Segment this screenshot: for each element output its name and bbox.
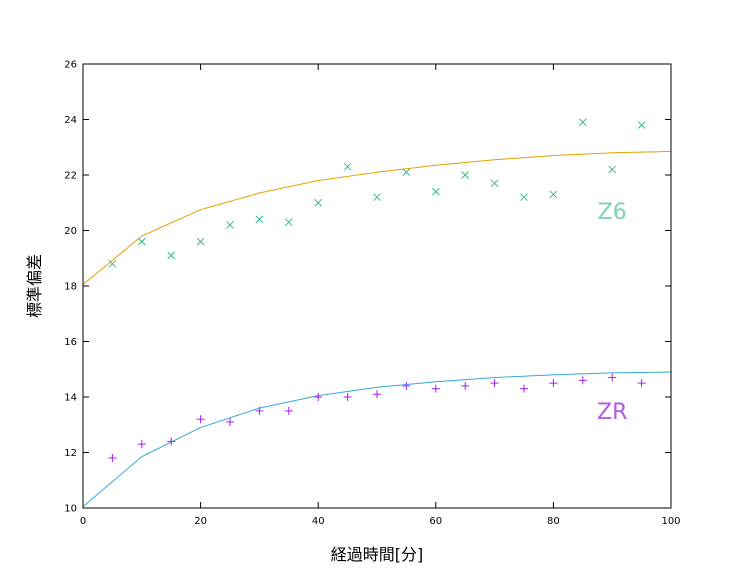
- marker-stroke: [431, 187, 440, 196]
- data-point-z6: [431, 187, 440, 196]
- data-point-zr: [255, 406, 264, 415]
- data-point-zr: [578, 376, 587, 385]
- data-point-z6: [637, 121, 646, 129]
- data-point-zr: [137, 440, 146, 449]
- marker-stroke: [549, 190, 558, 199]
- plot-frame: [82, 63, 672, 509]
- x-tick-label: 60: [429, 516, 442, 527]
- axis-ticks: 0 20 40 60 80 100 10 12 14 16 18 20 22 24 26: [64, 60, 680, 528]
- data-point-zr: [314, 393, 323, 401]
- data-point-zr: [461, 381, 470, 390]
- marker-stroke: [167, 251, 176, 260]
- data-point-z6: [520, 193, 528, 202]
- marker-stroke: [578, 118, 587, 127]
- marker-stroke: [402, 168, 411, 177]
- data-point-zr: [402, 381, 411, 390]
- data-point-zr: [167, 437, 176, 446]
- data-point-zr: [637, 379, 646, 388]
- x-tick-label: 0: [80, 516, 86, 527]
- data-point-z6: [490, 179, 499, 188]
- fit-curve-z6: [82, 150, 672, 285]
- y-axis-title: 標準偏差: [25, 254, 44, 318]
- data-point-zr: [520, 384, 528, 393]
- data-point-z6: [108, 259, 117, 268]
- marker-stroke: [373, 193, 381, 202]
- data-point-z6: [461, 171, 470, 179]
- x-tick-label: 40: [312, 516, 325, 527]
- y-tick-label: 16: [64, 337, 77, 348]
- marker-stroke: [108, 259, 117, 268]
- marker-stroke: [137, 237, 146, 246]
- data-point-zr: [490, 379, 499, 388]
- data-point-zr: [108, 454, 117, 463]
- data-point-zr: [549, 379, 558, 388]
- y-tick-label: 22: [64, 171, 77, 182]
- marker-stroke: [608, 165, 617, 174]
- marker-stroke: [255, 215, 264, 224]
- data-point-z6: [343, 162, 352, 171]
- data-point-zr: [373, 390, 381, 399]
- data-point-zr: [196, 415, 205, 424]
- data-point-zr: [284, 406, 293, 415]
- data-point-z6: [196, 237, 205, 246]
- data-point-zr: [431, 384, 440, 393]
- x-axis-title: 経過時間[分]: [331, 545, 424, 564]
- marker-stroke: [226, 221, 234, 229]
- data-point-zr: [608, 373, 617, 382]
- y-tick-label: 20: [64, 226, 77, 237]
- y-tick-label: 14: [64, 393, 77, 404]
- x-tick-label: 80: [547, 516, 560, 527]
- marker-stroke: [461, 171, 470, 179]
- fit-curves: [82, 150, 672, 507]
- data-points: [108, 118, 646, 463]
- marker-stroke: [284, 218, 293, 227]
- data-point-z6: [255, 215, 264, 224]
- data-point-z6: [167, 251, 176, 260]
- marker-stroke: [637, 121, 646, 129]
- y-tick-label: 10: [64, 504, 77, 515]
- y-tick-label: 18: [64, 282, 77, 293]
- data-point-z6: [549, 190, 558, 199]
- fit-curve-zr: [82, 371, 672, 507]
- marker-stroke: [196, 237, 205, 246]
- marker-stroke: [490, 179, 499, 188]
- y-tick-label: 26: [64, 60, 77, 71]
- data-point-z6: [137, 237, 146, 246]
- series-label-z6: Z6: [598, 200, 627, 225]
- y-tick-label: 24: [64, 115, 77, 126]
- data-point-z6: [578, 118, 587, 127]
- data-point-zr: [226, 417, 234, 426]
- data-point-z6: [226, 221, 234, 229]
- x-tick-label: 100: [661, 516, 680, 527]
- data-point-z6: [284, 218, 293, 227]
- data-point-z6: [608, 165, 617, 174]
- series-labels: Z6 ZR: [597, 200, 627, 425]
- data-point-z6: [314, 198, 323, 207]
- series-label-zr: ZR: [597, 400, 627, 425]
- marker-stroke: [343, 162, 352, 171]
- data-point-z6: [373, 193, 381, 202]
- y-tick-label: 12: [64, 448, 77, 459]
- data-point-zr: [343, 393, 352, 401]
- data-point-z6: [402, 168, 411, 177]
- x-tick-label: 20: [194, 516, 207, 527]
- marker-stroke: [314, 198, 323, 207]
- marker-stroke: [520, 193, 528, 202]
